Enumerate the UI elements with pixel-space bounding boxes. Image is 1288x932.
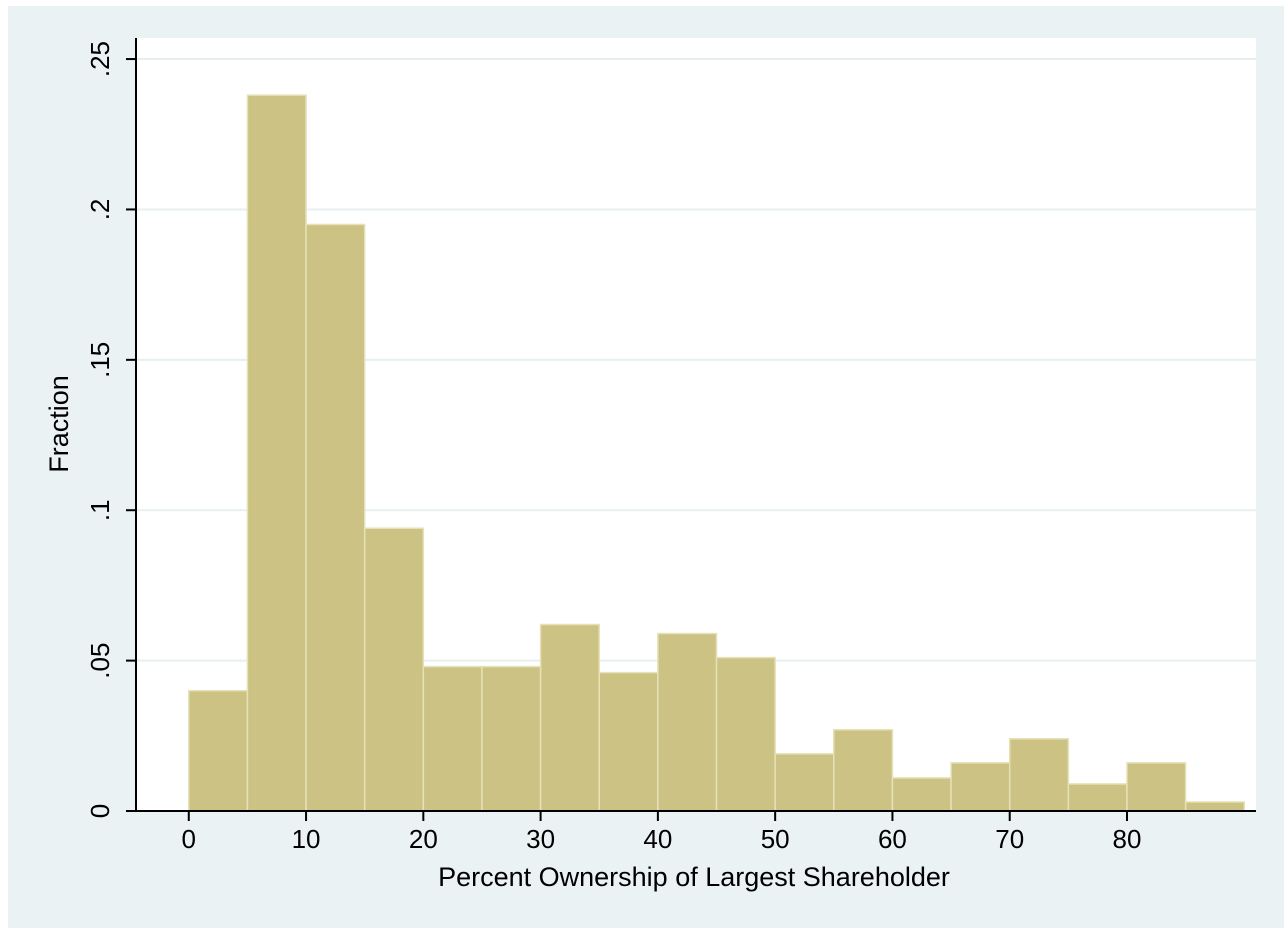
histogram-bar [246, 94, 307, 812]
x-tick-label: 20 [409, 824, 438, 854]
histogram-bar [481, 665, 542, 812]
y-tick-label: .15 [85, 342, 115, 378]
x-tick-label: 10 [292, 824, 321, 854]
y-tick-label: .05 [85, 643, 115, 679]
x-tick-label: 50 [761, 824, 790, 854]
histogram-bar [305, 223, 366, 812]
x-axis-title: Percent Ownership of Largest Shareholder [438, 862, 950, 892]
x-tick-label: 40 [643, 824, 672, 854]
histogram-bar [1126, 762, 1187, 812]
histogram-bar [363, 527, 425, 812]
histogram-bar [1008, 738, 1070, 812]
axes [135, 38, 1256, 812]
x-tick-label: 60 [878, 824, 907, 854]
y-tick-label: .2 [85, 199, 115, 221]
y-tick-label: .25 [85, 41, 115, 77]
histogram-bar [422, 665, 483, 812]
histogram-bar [1184, 801, 1246, 812]
bars [188, 94, 1246, 812]
x-tick-label: 0 [182, 824, 196, 854]
y-axis-title: Fraction [44, 375, 74, 473]
y-axis-ticks: 0 .05 .1 .15 .2 .25 [85, 41, 136, 818]
y-tick-label: 0 [85, 804, 115, 818]
histogram-bar [833, 729, 894, 812]
x-tick-label: 70 [995, 824, 1024, 854]
y-tick-label: .1 [85, 499, 115, 521]
histogram-bar [891, 777, 952, 812]
histogram-bar [1067, 783, 1128, 812]
histogram-bar [539, 623, 600, 812]
histogram-bar [774, 753, 835, 812]
histogram-bar [715, 656, 776, 812]
histogram-bar [188, 689, 249, 812]
x-axis-ticks: 0 10 20 30 40 50 60 70 80 [182, 811, 1142, 854]
histogram-bar [657, 632, 718, 812]
histogram-bar [598, 671, 659, 812]
x-tick-label: 30 [526, 824, 555, 854]
x-tick-label: 80 [1113, 824, 1142, 854]
histogram-bar [950, 762, 1011, 812]
